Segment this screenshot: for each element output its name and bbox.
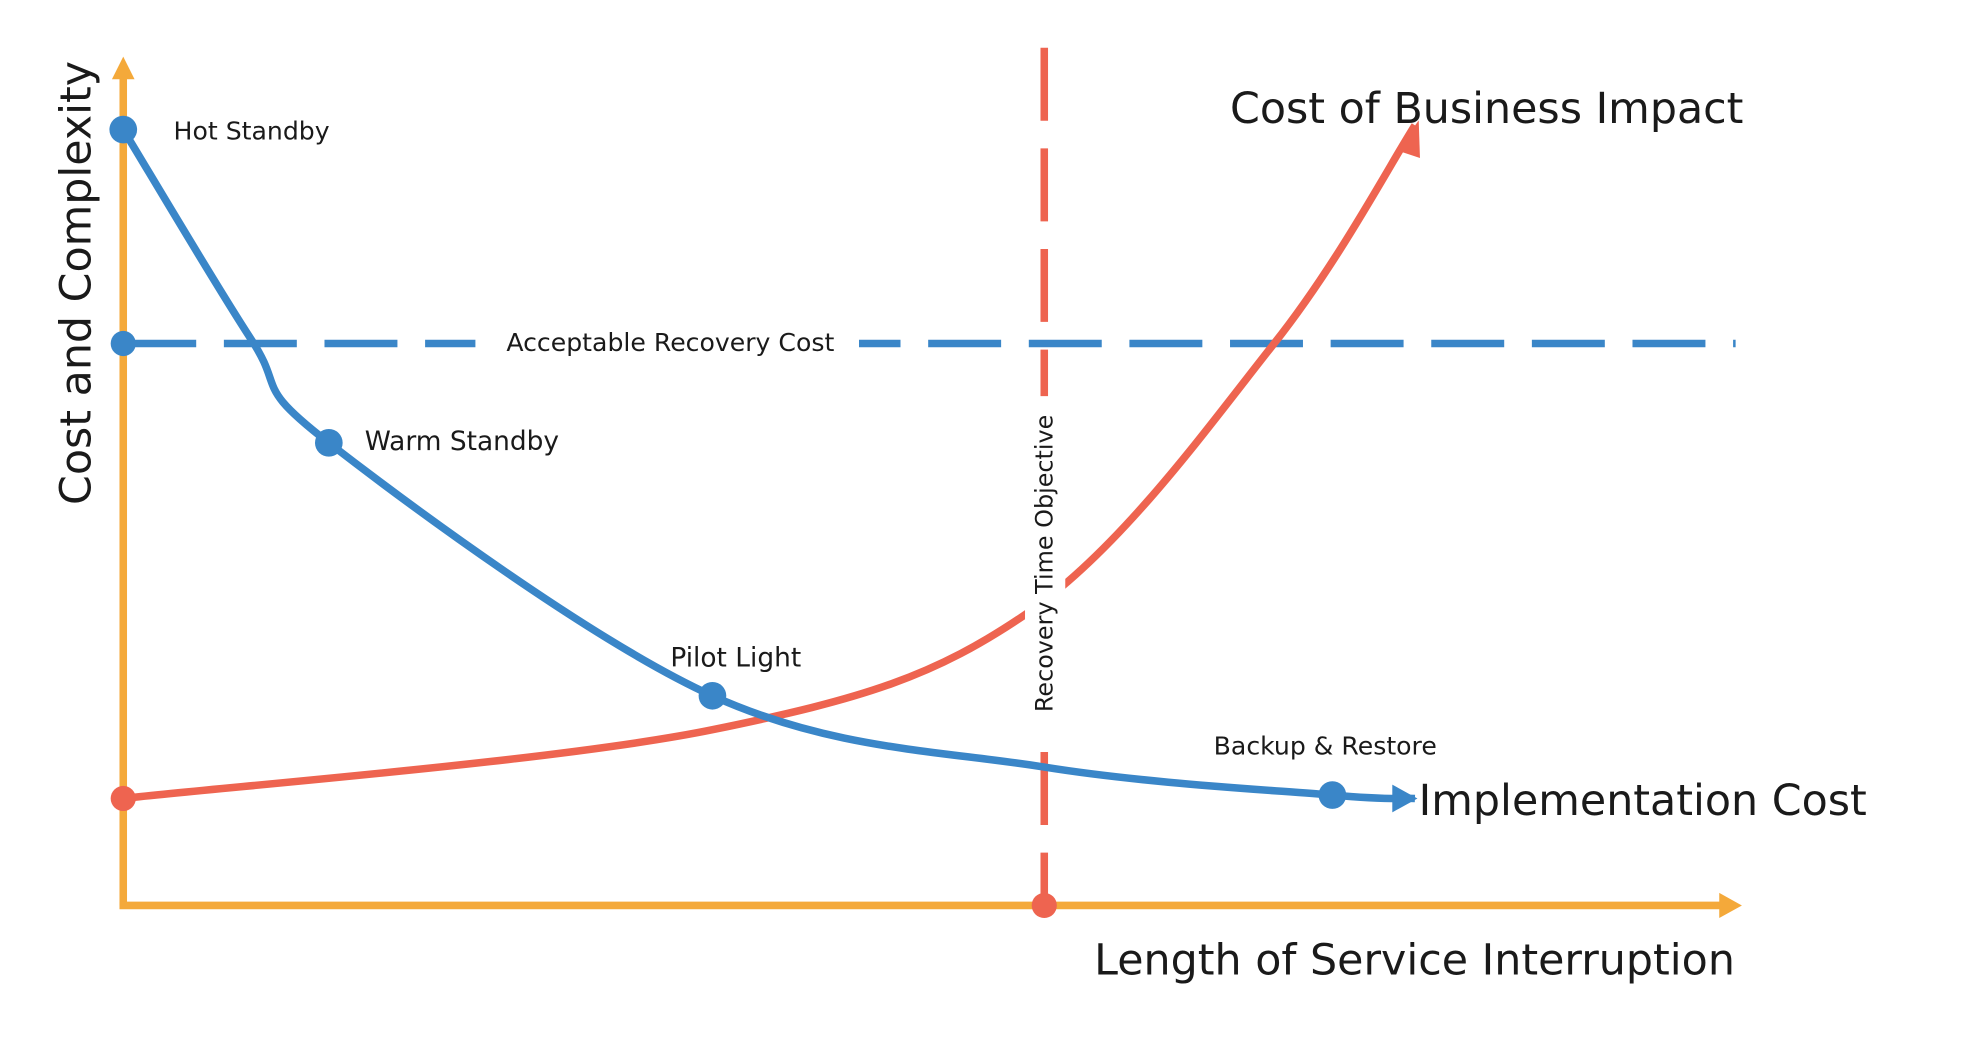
- point-label-backup-restore: Backup & Restore: [1214, 732, 1437, 761]
- y-axis-arrow-icon: [111, 56, 135, 80]
- rto-marker: [1031, 892, 1057, 919]
- acceptable-label-background: [475, 321, 860, 360]
- acceptable-cost-marker: [110, 330, 136, 357]
- acceptable-cost-label: Acceptable Recovery Cost: [506, 328, 834, 357]
- x-axis-arrow-icon: [1719, 892, 1742, 919]
- point-marker-warm-standby: [314, 428, 343, 457]
- point-label-hot-standby: Hot Standby: [174, 117, 330, 146]
- axes: [111, 56, 1742, 919]
- point-marker-backup-restore: [1318, 781, 1347, 809]
- rto-label-background: [1025, 396, 1066, 730]
- business-impact-arrow-icon: [1397, 120, 1420, 159]
- implementation-cost-arrow-icon: [1392, 784, 1418, 813]
- business-impact-start-marker: [110, 785, 136, 812]
- point-marker-hot-standby: [109, 115, 138, 144]
- business-impact-curve: [122, 123, 1419, 803]
- implementation-cost-curve: [120, 127, 1416, 803]
- y-axis-label: Cost and Complexity: [52, 61, 102, 505]
- series-label-business-impact: Cost of Business Impact: [1230, 84, 1743, 134]
- rto-label: Recovery Time Objective: [1031, 415, 1059, 712]
- point-marker-pilot-light: [698, 681, 727, 710]
- series-label-implementation-cost: Implementation Cost: [1419, 776, 1867, 826]
- point-label-warm-standby: Warm Standby: [365, 426, 559, 457]
- series: [120, 120, 1420, 813]
- point-label-pilot-light: Pilot Light: [670, 643, 801, 674]
- x-axis-label: Length of Service Interruption: [1094, 936, 1735, 986]
- points: [109, 115, 1347, 919]
